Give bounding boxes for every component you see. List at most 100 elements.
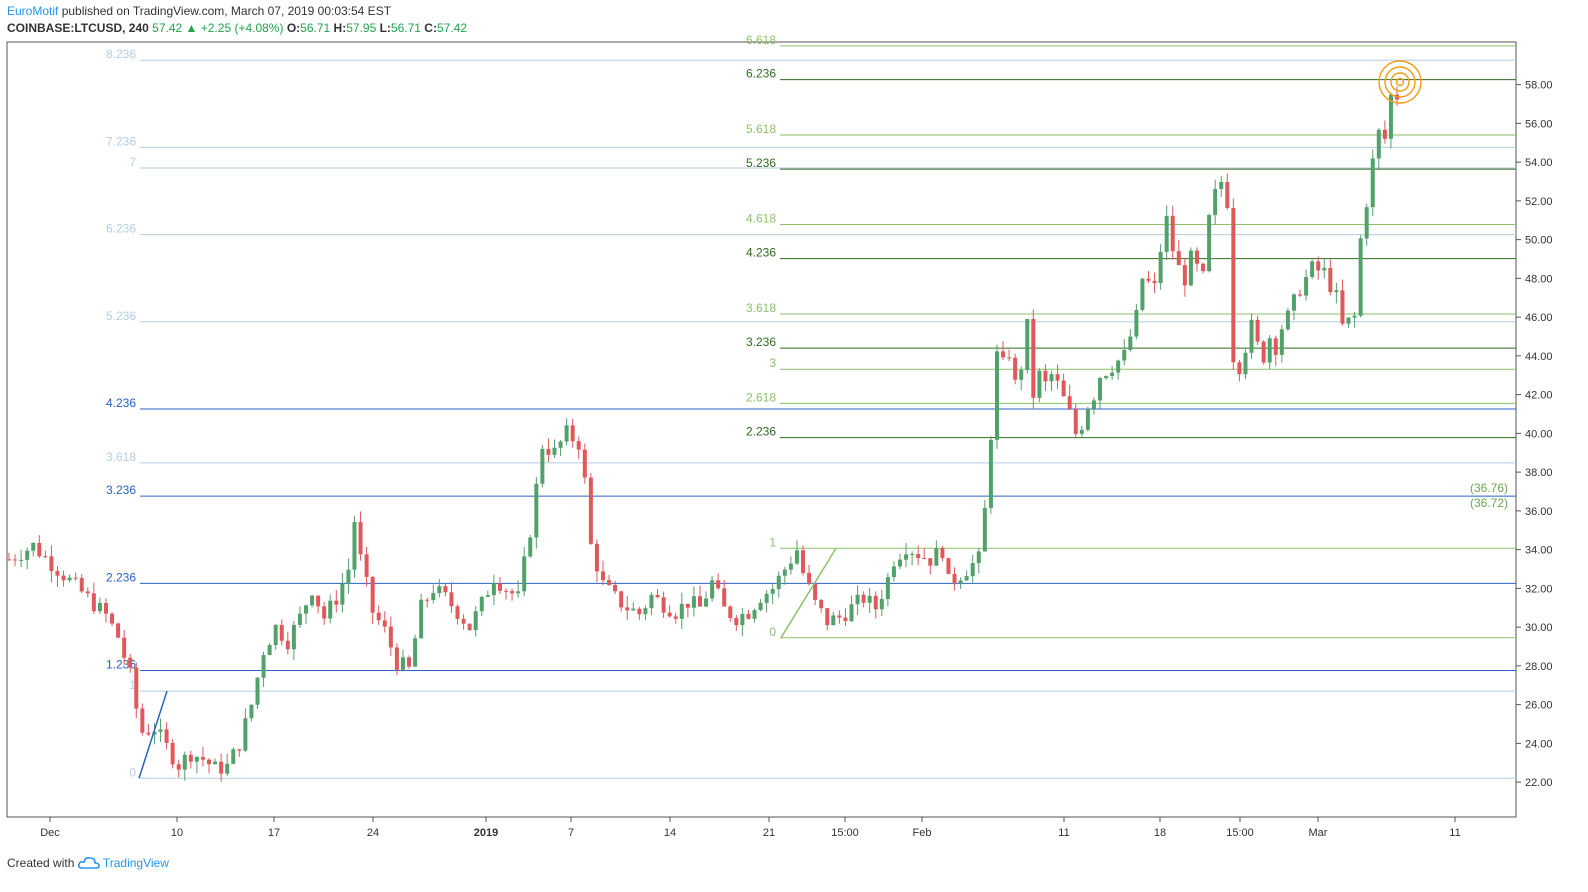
candle-body	[891, 566, 896, 578]
candle-body	[176, 764, 181, 770]
candle-body	[55, 571, 60, 576]
open-label: O:	[286, 21, 301, 35]
candle-body	[667, 612, 672, 617]
candle-body	[588, 477, 593, 544]
candle-body	[13, 559, 18, 561]
candle-body	[1055, 374, 1060, 381]
tradingview-cloud-icon	[77, 856, 100, 873]
candle-body	[473, 611, 478, 631]
fib-level-label: 2.618	[746, 390, 776, 404]
candle-body	[619, 591, 624, 608]
candle-body	[400, 657, 405, 670]
candle-body	[922, 558, 927, 560]
author-link[interactable]: EuroMotif	[7, 4, 59, 18]
x-tick-label: Mar	[1309, 827, 1328, 839]
candle-body	[661, 597, 666, 613]
close-label: C:	[424, 21, 437, 35]
candle-body	[504, 590, 509, 592]
candle-body	[213, 761, 218, 765]
publish-text: published on TradingView.com, March 07, …	[61, 4, 392, 18]
fib-level-label: 4.236	[106, 396, 136, 410]
fib-level-label: 0	[769, 625, 776, 639]
candle-body	[1298, 294, 1303, 296]
candle-body	[328, 600, 333, 619]
candle-body	[1104, 376, 1109, 379]
candle-body	[1001, 351, 1006, 358]
candle-body	[485, 595, 490, 597]
up-arrow-icon: ▲	[185, 21, 198, 35]
fib-level-label: 2.236	[746, 425, 776, 439]
candle-body	[970, 563, 975, 577]
candle-body	[297, 613, 302, 625]
candle-body	[873, 595, 878, 610]
candle-body	[67, 577, 72, 581]
candle-body	[576, 441, 581, 450]
candle-body	[691, 596, 696, 608]
candle-body	[279, 624, 284, 641]
target-icon	[1378, 60, 1422, 104]
candle-body	[413, 638, 418, 667]
x-tick-label: 14	[664, 827, 676, 839]
candle-body	[813, 583, 818, 600]
candle-body	[219, 761, 224, 774]
tradingview-brand[interactable]: TradingView	[102, 856, 169, 870]
fib-anchor-line-left	[138, 690, 168, 779]
open-value: 56.71	[300, 21, 331, 35]
candle-body	[237, 749, 242, 751]
candle-body	[904, 554, 909, 560]
y-tick-label: 56.00	[1525, 118, 1553, 130]
candle-body	[85, 591, 90, 594]
candle-body	[837, 615, 842, 618]
candle-body	[558, 441, 563, 448]
y-tick-label: 50.00	[1525, 235, 1553, 247]
created-with-text: Created with	[7, 856, 75, 870]
candle-body	[1267, 338, 1272, 363]
candle-body	[843, 617, 848, 622]
candle-body	[1182, 265, 1187, 286]
candle-body	[516, 591, 521, 594]
candle-body	[673, 616, 678, 619]
y-tick-label: 40.00	[1525, 428, 1553, 440]
candle-body	[207, 759, 212, 765]
candle-body	[916, 554, 921, 559]
candle-body	[394, 647, 399, 670]
candle-body	[1152, 280, 1157, 284]
candle-body	[1213, 189, 1218, 216]
fib-level-label: 8.236	[106, 47, 136, 61]
candle-body	[952, 573, 957, 584]
x-tick-label: 17	[268, 827, 280, 839]
candle-body	[182, 754, 187, 770]
x-tick-label: Feb	[913, 827, 932, 839]
candle-body	[200, 756, 205, 760]
candle-body	[164, 729, 169, 743]
fib-level-label: 7	[129, 155, 136, 169]
x-tick-label: 18	[1154, 827, 1166, 839]
y-tick-label: 54.00	[1525, 157, 1553, 169]
candle-body	[310, 595, 315, 606]
candle-body	[885, 577, 890, 599]
candle-body	[49, 556, 54, 572]
y-tick-label: 52.00	[1525, 196, 1553, 208]
fib-level-label: 1	[769, 535, 776, 549]
fib-level-label: 5.236	[746, 156, 776, 170]
candle-body	[582, 449, 587, 478]
swing-lines	[138, 547, 837, 779]
candle-body	[1031, 318, 1036, 398]
candle-body	[479, 596, 484, 612]
candle-body	[728, 606, 733, 619]
candle-body	[1128, 336, 1133, 350]
candle-body	[461, 618, 466, 624]
candle-body	[928, 558, 933, 566]
candle-body	[764, 593, 769, 603]
candle-body	[1364, 207, 1369, 239]
candle-body	[1073, 408, 1078, 434]
fib-level-label: 3	[769, 356, 776, 370]
candle-body	[449, 592, 454, 607]
candle-body	[170, 742, 175, 765]
candle-body	[704, 598, 709, 607]
candlestick-series	[7, 86, 1399, 782]
y-tick-label: 46.00	[1525, 312, 1553, 324]
candle-body	[710, 580, 715, 599]
candle-body	[740, 613, 745, 626]
